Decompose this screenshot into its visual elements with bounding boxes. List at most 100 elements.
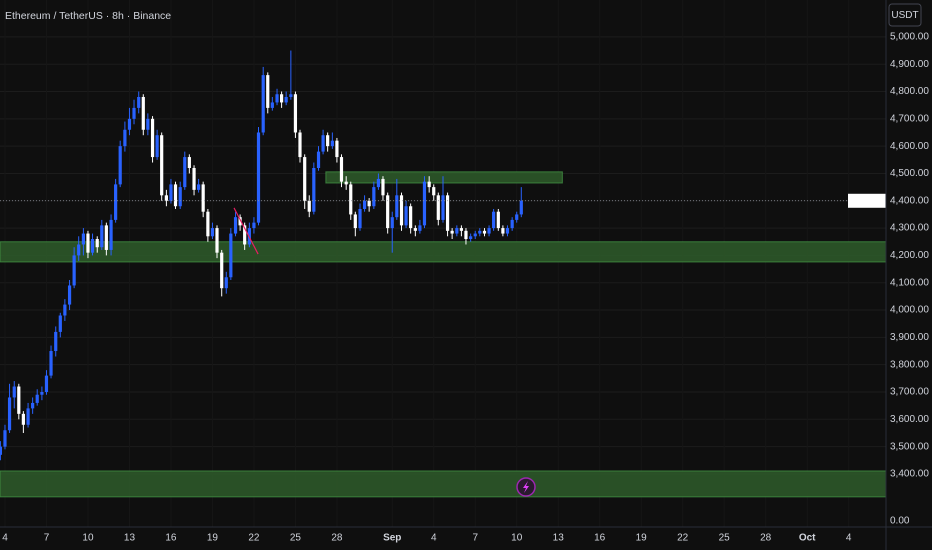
candle-body — [104, 225, 108, 250]
x-tick-label: 16 — [165, 533, 177, 544]
candle-body — [86, 233, 90, 253]
candle-body — [422, 181, 427, 226]
candle-body — [229, 233, 233, 278]
candle-body — [335, 140, 339, 158]
candle-body — [349, 184, 353, 215]
candle-body — [192, 167, 196, 190]
candle-body — [178, 187, 182, 207]
candle-body — [386, 195, 390, 229]
x-tick-label: 4 — [431, 533, 437, 544]
candle-body — [201, 184, 205, 212]
candle-body — [137, 96, 141, 108]
chart-title: Ethereum / TetherUS · 8h · Binance — [5, 10, 171, 22]
y-tick-label: 3,500.00 — [890, 441, 929, 452]
x-tick-label: 13 — [124, 533, 136, 544]
candle-body — [256, 132, 261, 223]
candle-body — [482, 230, 487, 234]
x-tick-label: Sep — [383, 533, 401, 544]
y-tick-label: 3,900.00 — [890, 332, 929, 343]
candle-body — [455, 228, 459, 234]
candle-body — [381, 178, 385, 196]
candle-body — [409, 206, 413, 229]
candle-body — [173, 184, 178, 207]
alert-icon-bolt[interactable] — [523, 481, 529, 493]
candle-body — [224, 277, 228, 289]
candle-body — [321, 135, 325, 152]
zone — [0, 241, 887, 263]
candle-body — [339, 157, 344, 182]
y-tick-label: 4,500.00 — [890, 168, 929, 179]
candle-body — [519, 200, 523, 215]
candle-body — [40, 391, 44, 395]
candle-body — [31, 402, 35, 409]
candle-body — [270, 102, 274, 108]
candle-body — [220, 252, 224, 289]
y-tick-label: 3,700.00 — [890, 387, 929, 398]
candle-body — [3, 430, 7, 447]
candle-body — [67, 285, 72, 305]
y-tick-label: 5,000.00 — [890, 32, 929, 43]
candle-body — [441, 195, 445, 220]
candle-body — [404, 206, 408, 226]
candle-body — [210, 228, 215, 237]
candle-body — [0, 446, 3, 455]
x-tick-label: 13 — [553, 533, 565, 544]
candle-body — [127, 118, 132, 130]
alert-icon[interactable] — [516, 477, 536, 497]
y-tick-label: 4,100.00 — [890, 277, 929, 288]
candle-body — [445, 195, 450, 231]
candle-body — [44, 375, 49, 392]
candle-body — [238, 217, 242, 226]
candle-body — [21, 413, 25, 425]
candle-body — [164, 195, 168, 201]
candle-body — [275, 94, 279, 103]
candle-body — [215, 228, 219, 253]
candle-body — [459, 228, 463, 231]
candle-body — [376, 178, 381, 188]
candle-body — [81, 233, 85, 245]
candle-body — [487, 228, 491, 234]
x-tick-label: 28 — [760, 533, 772, 544]
candle-body — [395, 195, 399, 218]
x-tick-label: 19 — [207, 533, 219, 544]
candle-body — [450, 230, 454, 234]
candle-body — [187, 157, 191, 168]
currency-button-label[interactable]: USDT — [891, 10, 918, 21]
candle-body — [473, 233, 477, 237]
trendline — [233, 207, 259, 255]
candle-body — [293, 94, 298, 133]
candle-body — [141, 96, 145, 130]
y-tick-label: 4,800.00 — [890, 86, 929, 97]
candle-body — [330, 140, 334, 147]
candle-body — [146, 118, 150, 130]
x-tick-label: 19 — [636, 533, 648, 544]
candle-body — [413, 228, 417, 231]
candle-body — [505, 228, 510, 234]
candle-body — [118, 146, 122, 185]
candle-body — [289, 94, 293, 97]
x-tick-label: 10 — [511, 533, 523, 544]
candle-body — [418, 225, 422, 231]
y-tick-label: 3,400.00 — [890, 469, 929, 480]
x-tick-label: Oct — [799, 533, 816, 544]
y-tick-label: 4,400.00 — [890, 195, 929, 206]
y-tick-label: 4,900.00 — [890, 59, 929, 70]
candle-body — [58, 315, 62, 332]
currency-button[interactable] — [888, 3, 922, 27]
y-tick-label: 4,000.00 — [890, 305, 929, 316]
candle-body — [114, 184, 118, 220]
candle-body — [233, 217, 238, 234]
candle-body — [427, 181, 431, 188]
y-tick-label: 4,700.00 — [890, 113, 929, 124]
candle-body — [316, 151, 321, 168]
pane-tick-label: 0.00 — [890, 516, 910, 527]
candle-body — [183, 157, 187, 188]
candle-body — [492, 211, 496, 229]
x-tick-label: 22 — [248, 533, 260, 544]
candle-body — [63, 304, 67, 316]
candle-body — [243, 225, 247, 245]
candle-body — [515, 214, 519, 220]
price-label — [848, 193, 886, 208]
